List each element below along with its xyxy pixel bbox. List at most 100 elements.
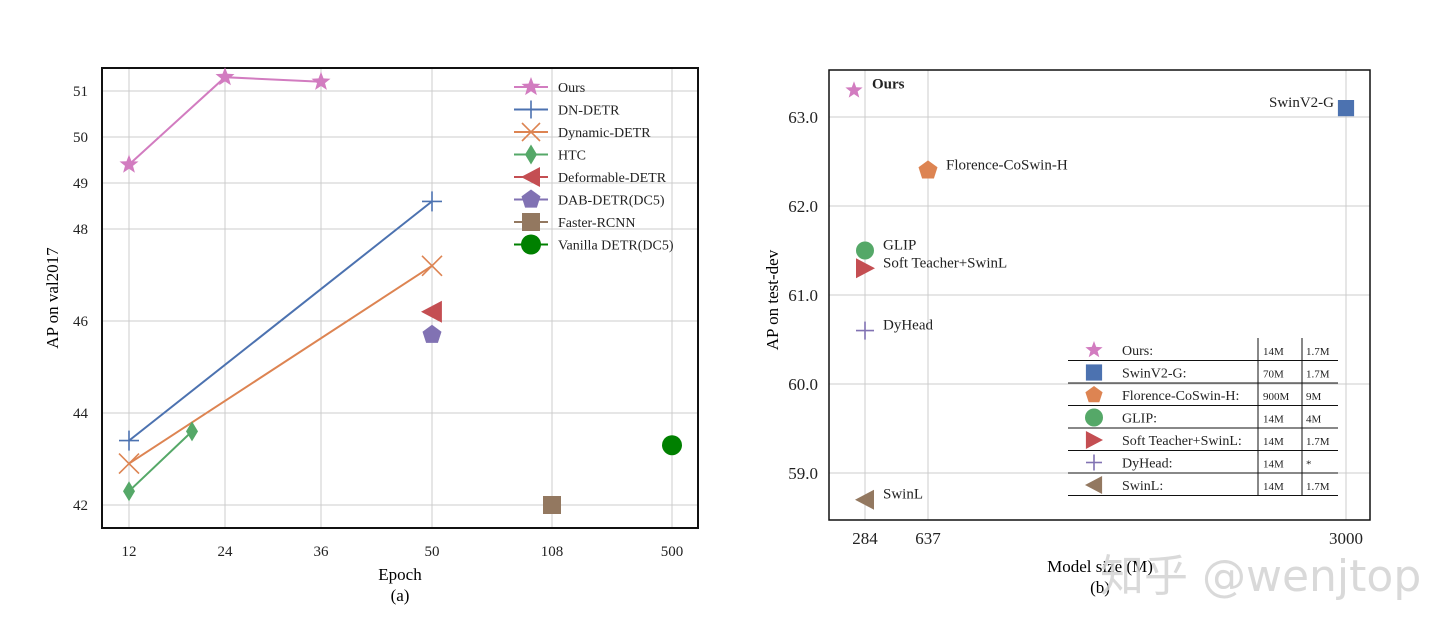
legend-col1: 900M	[1263, 391, 1290, 403]
legend-label: Ours	[558, 81, 585, 96]
chart-b-grid	[829, 70, 1370, 520]
legend-col1: 14M	[1263, 436, 1284, 448]
series-vanilla-detr-dc5	[662, 435, 682, 456]
legend-row: SwinV2-G: 70M 1.7M	[1085, 364, 1330, 382]
legend-table-rules	[1068, 338, 1338, 496]
series-dab-detr-dc5	[422, 324, 442, 343]
legend-label: HTC	[558, 149, 586, 164]
data-point	[1337, 100, 1355, 117]
series-deformable-detr	[421, 300, 442, 323]
x-tick-label: 284	[852, 529, 878, 548]
data-point	[422, 324, 442, 343]
legend-label: Florence-CoSwin-H:	[1122, 389, 1239, 404]
point-swinl: SwinL	[855, 487, 923, 510]
legend-item: Vanilla DETR(DC5)	[514, 234, 674, 255]
point-label: Ours	[872, 76, 905, 92]
y-tick-label: 48	[73, 222, 88, 238]
legend-marker	[525, 144, 537, 165]
y-tick-label: 61.0	[788, 286, 818, 305]
point-swinv2-g: SwinV2-G	[1269, 95, 1355, 117]
x-tick-label: 50	[425, 544, 440, 560]
data-point	[422, 191, 442, 212]
point-label: SwinL	[883, 487, 923, 503]
data-point	[421, 255, 443, 277]
point-label: SwinV2-G	[1269, 95, 1334, 111]
legend-row: GLIP: 14M 4M	[1085, 408, 1322, 427]
data-point	[845, 81, 863, 98]
legend-col2: 4M	[1306, 414, 1322, 426]
x-axis-label: Epoch	[378, 565, 422, 584]
legend-col2: 1.7M	[1306, 369, 1330, 381]
legend-marker	[1085, 364, 1103, 381]
legend-col2: 1.7M	[1306, 436, 1330, 448]
chart-a-frame	[101, 67, 699, 529]
legend-col1: 70M	[1263, 369, 1284, 381]
data-point	[311, 71, 331, 90]
legend-col1: 14M	[1263, 346, 1284, 358]
data-point	[855, 489, 874, 510]
chart-b-frame	[828, 69, 1371, 521]
legend-label: Soft Teacher+SwinL:	[1122, 434, 1242, 449]
legend-row: DyHead: 14M *	[1086, 454, 1312, 472]
legend-row: Ours: 14M 1.7M	[1085, 341, 1330, 359]
data-point	[215, 67, 235, 86]
legend-marker	[521, 77, 541, 96]
watermark: 知乎 @wenjtop	[1100, 551, 1422, 602]
chart-a: 12 24 36 50 108 500 42 44 46 48 49 50 51 Epoch (a) AP o…	[43, 67, 699, 605]
data-point	[119, 154, 139, 173]
legend-marker	[1085, 431, 1103, 449]
point-glip: GLIP	[856, 238, 916, 260]
y-tick-label: 60.0	[788, 375, 818, 394]
data-point	[186, 421, 198, 442]
y-tick-label: 50	[73, 130, 88, 146]
series-line	[128, 264, 433, 465]
data-point	[662, 435, 682, 456]
legend-label: SwinV2-G:	[1122, 367, 1187, 382]
y-tick-label: 49	[73, 176, 88, 192]
legend-marker	[1086, 454, 1102, 471]
x-tick-label: 24	[218, 544, 234, 560]
x-tick-label: 3000	[1329, 529, 1363, 548]
series-line	[128, 200, 433, 442]
series-dn-detr	[119, 191, 442, 451]
legend-label: GLIP:	[1122, 412, 1157, 427]
legend-label: DAB-DETR(DC5)	[558, 194, 665, 209]
x-tick-label: 637	[915, 529, 941, 548]
legend-marker	[521, 167, 540, 187]
legend-item: Deformable-DETR	[514, 167, 667, 187]
series-line	[128, 430, 193, 492]
data-point	[856, 258, 875, 279]
legend-marker	[1085, 341, 1103, 358]
y-tick-label: 62.0	[788, 197, 818, 216]
legend-marker	[521, 234, 541, 255]
series-dynamic-detr	[118, 255, 443, 475]
point-ours: Ours	[845, 76, 905, 98]
legend-marker	[1085, 408, 1103, 427]
legend-item: DAB-DETR(DC5)	[514, 189, 665, 209]
legend-item: Faster-RCNN	[514, 213, 636, 231]
legend-col2: *	[1306, 459, 1312, 471]
legend-col2: 1.7M	[1306, 481, 1330, 493]
legend-col2: 1.7M	[1306, 346, 1330, 358]
legend-label: DyHead:	[1122, 457, 1173, 472]
legend-row: Soft Teacher+SwinL: 14M 1.7M	[1085, 431, 1330, 449]
data-point	[421, 300, 442, 323]
chart-a-grid	[102, 68, 698, 528]
y-tick-label: 44	[73, 406, 89, 422]
point-label: Soft Teacher+SwinL	[883, 255, 1007, 271]
y-axis-label: AP on test-dev	[763, 249, 782, 350]
series-htc	[123, 421, 198, 502]
data-point	[123, 481, 135, 502]
point-soft-teacher-swinl: Soft Teacher+SwinL	[856, 255, 1007, 279]
legend-item: HTC	[514, 144, 586, 165]
point-dyhead: DyHead	[856, 318, 933, 340]
x-tick-label: 12	[122, 544, 137, 560]
data-point	[856, 321, 874, 340]
y-tick-label: 42	[73, 498, 88, 514]
legend-col1: 14M	[1263, 459, 1284, 471]
x-axis-label: Model size (M)	[1047, 557, 1153, 576]
y-axis-label: AP on val2017	[43, 247, 62, 349]
x-tick-label: 108	[541, 544, 564, 560]
legend-item: Ours	[514, 77, 585, 96]
